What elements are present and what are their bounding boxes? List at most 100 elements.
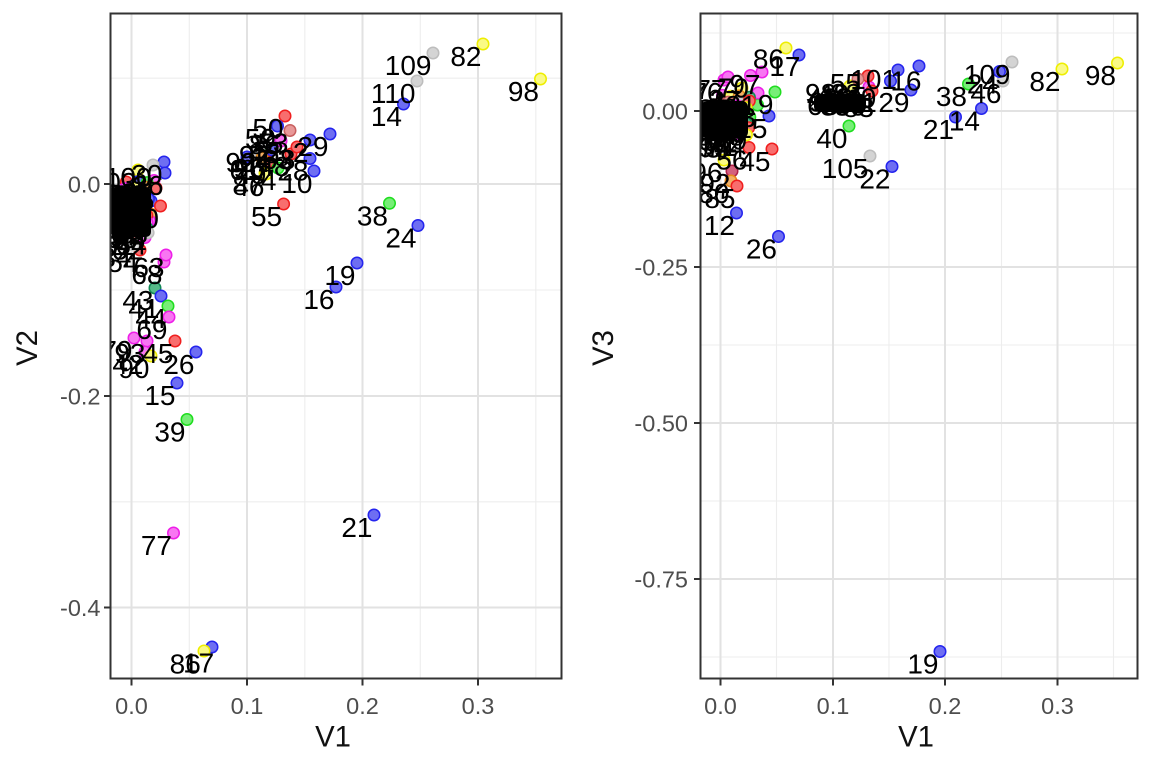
svg-text:79: 79 — [716, 125, 747, 156]
svg-text:59: 59 — [245, 123, 276, 154]
svg-text:60: 60 — [96, 219, 127, 250]
svg-text:V3: V3 — [587, 330, 620, 366]
svg-text:40: 40 — [816, 123, 847, 154]
svg-text:87: 87 — [232, 170, 263, 201]
svg-text:105: 105 — [822, 153, 869, 184]
svg-text:4: 4 — [261, 165, 277, 196]
svg-text:87: 87 — [688, 105, 719, 136]
svg-text:94: 94 — [717, 98, 748, 129]
svg-text:81: 81 — [846, 87, 877, 118]
svg-text:79: 79 — [101, 335, 132, 366]
svg-text:34: 34 — [100, 242, 131, 273]
svg-text:43: 43 — [807, 82, 838, 113]
svg-text:68: 68 — [131, 259, 162, 290]
svg-text:0.00: 0.00 — [642, 99, 688, 125]
svg-text:109: 109 — [964, 59, 1011, 90]
svg-text:91: 91 — [113, 207, 144, 238]
svg-text:68: 68 — [114, 212, 145, 243]
svg-text:97: 97 — [104, 213, 135, 244]
svg-text:46: 46 — [233, 171, 264, 202]
svg-text:0.0: 0.0 — [704, 693, 737, 719]
svg-text:10: 10 — [281, 168, 312, 199]
svg-text:13: 13 — [118, 198, 149, 229]
svg-text:-0.50: -0.50 — [634, 411, 688, 437]
svg-text:14: 14 — [949, 106, 980, 137]
svg-text:9: 9 — [758, 89, 774, 120]
svg-text:103: 103 — [90, 167, 137, 198]
svg-text:28: 28 — [277, 156, 308, 187]
svg-text:0.2: 0.2 — [929, 693, 962, 719]
svg-text:16: 16 — [303, 284, 334, 315]
svg-text:96: 96 — [834, 90, 865, 121]
svg-text:86: 86 — [753, 44, 784, 75]
svg-text:55: 55 — [830, 68, 861, 99]
svg-text:61: 61 — [696, 121, 727, 152]
svg-text:24: 24 — [967, 69, 998, 100]
svg-text:86: 86 — [696, 99, 727, 130]
svg-text:70: 70 — [688, 126, 719, 157]
svg-text:62: 62 — [690, 116, 721, 147]
svg-text:26: 26 — [746, 234, 777, 265]
svg-text:52: 52 — [112, 235, 143, 266]
svg-text:86: 86 — [249, 129, 280, 160]
svg-text:82: 82 — [113, 184, 144, 215]
svg-text:76: 76 — [699, 127, 730, 158]
svg-text:63: 63 — [262, 144, 293, 175]
svg-text:99: 99 — [102, 185, 133, 216]
svg-text:52: 52 — [253, 136, 284, 167]
svg-text:39: 39 — [154, 417, 185, 448]
svg-text:81: 81 — [707, 100, 738, 131]
svg-text:68: 68 — [821, 86, 852, 117]
svg-text:110: 110 — [371, 78, 416, 109]
svg-text:55: 55 — [251, 201, 282, 232]
svg-text:V2: V2 — [11, 330, 44, 366]
svg-text:54: 54 — [107, 247, 138, 278]
svg-text:75: 75 — [699, 132, 730, 163]
svg-text:24: 24 — [385, 223, 416, 254]
svg-text:92: 92 — [239, 140, 270, 171]
svg-text:45: 45 — [142, 338, 173, 369]
svg-text:65: 65 — [114, 225, 145, 256]
svg-text:23: 23 — [830, 78, 861, 109]
svg-text:36: 36 — [132, 170, 163, 201]
svg-text:0.0: 0.0 — [115, 693, 148, 719]
svg-text:60: 60 — [705, 109, 736, 140]
svg-text:73: 73 — [690, 132, 721, 163]
svg-text:72: 72 — [706, 126, 737, 157]
svg-text:95: 95 — [95, 213, 126, 244]
svg-text:29: 29 — [297, 131, 328, 162]
svg-text:81: 81 — [725, 90, 756, 121]
svg-text:83: 83 — [94, 192, 125, 223]
svg-text:46: 46 — [970, 78, 1001, 109]
svg-text:2: 2 — [293, 137, 309, 168]
svg-text:49: 49 — [235, 159, 266, 190]
svg-text:45: 45 — [248, 138, 279, 169]
svg-text:15: 15 — [144, 380, 175, 411]
svg-text:17: 17 — [769, 51, 800, 82]
svg-text:19: 19 — [907, 649, 938, 680]
svg-text:0.3: 0.3 — [462, 693, 495, 719]
svg-text:81: 81 — [104, 203, 135, 234]
svg-text:69: 69 — [136, 314, 167, 345]
svg-text:15: 15 — [736, 113, 767, 144]
svg-text:45: 45 — [739, 146, 770, 177]
svg-text:88: 88 — [94, 179, 125, 210]
svg-text:80: 80 — [698, 178, 729, 209]
svg-text:84: 84 — [717, 94, 748, 125]
svg-text:101: 101 — [850, 64, 897, 95]
svg-text:94: 94 — [113, 202, 144, 233]
svg-text:89: 89 — [93, 186, 124, 217]
svg-text:60: 60 — [128, 203, 159, 234]
svg-text:92: 92 — [707, 93, 738, 124]
svg-text:70: 70 — [718, 73, 749, 104]
svg-text:-0.4: -0.4 — [60, 595, 101, 621]
svg-text:90: 90 — [118, 353, 149, 384]
svg-text:67: 67 — [687, 120, 718, 151]
svg-text:97: 97 — [687, 109, 718, 140]
svg-text:83: 83 — [843, 92, 874, 123]
svg-text:85: 85 — [698, 93, 729, 124]
svg-text:76: 76 — [691, 77, 722, 108]
svg-text:62: 62 — [114, 220, 145, 251]
svg-text:17: 17 — [183, 647, 214, 678]
svg-text:90: 90 — [688, 99, 719, 130]
